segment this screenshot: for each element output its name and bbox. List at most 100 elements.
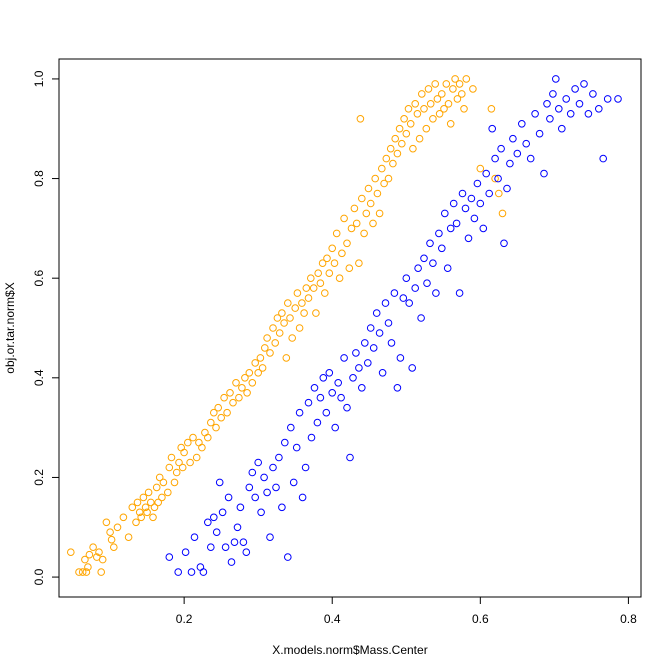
data-point-series-1	[235, 393, 243, 402]
data-point-series-2	[485, 189, 494, 198]
data-point-series-1	[280, 319, 288, 327]
data-point-series-2	[387, 339, 396, 347]
data-point-series-2	[227, 558, 236, 566]
data-point-series-1	[223, 408, 231, 417]
data-point-series-1	[295, 324, 304, 332]
data-point-series-2	[221, 543, 230, 552]
data-point-series-1	[386, 144, 395, 153]
data-point-series-1	[491, 174, 499, 183]
data-point-series-2	[491, 154, 499, 163]
data-point-series-2	[284, 553, 292, 561]
data-point-series-2	[174, 568, 182, 576]
data-point-series-1	[184, 438, 192, 447]
data-point-series-2	[245, 483, 254, 492]
data-point-series-1	[135, 508, 144, 517]
data-point-series-1	[245, 369, 254, 377]
data-point-series-2	[458, 189, 467, 198]
data-point-series-2	[364, 359, 372, 367]
data-point-series-2	[292, 443, 301, 452]
y-tick-label: 0.4	[32, 369, 46, 386]
data-point-series-2	[248, 468, 257, 477]
data-point-series-2	[207, 543, 215, 552]
data-point-series-1	[338, 249, 346, 258]
data-point-series-2	[476, 199, 485, 208]
data-point-series-2	[224, 493, 233, 502]
data-point-series-1	[304, 294, 313, 302]
data-point-series-2	[366, 324, 375, 332]
data-point-series-2	[369, 344, 378, 352]
y-tick-label: 0.8	[32, 170, 46, 187]
data-point-series-2	[325, 369, 334, 377]
data-point-series-2	[281, 438, 289, 447]
data-point-series-1	[278, 309, 286, 317]
data-point-series-1	[261, 344, 269, 352]
data-point-series-1	[167, 453, 176, 462]
data-point-series-2	[535, 129, 544, 138]
data-point-series-1	[220, 393, 228, 402]
data-point-series-1	[141, 503, 150, 512]
data-point-series-2	[429, 259, 437, 268]
data-point-series-1	[258, 364, 267, 372]
data-point-series-2	[295, 408, 304, 417]
data-point-series-2	[236, 503, 245, 512]
data-point-series-1	[307, 274, 315, 283]
data-point-series-2	[384, 319, 393, 327]
data-point-series-1	[217, 413, 225, 422]
data-point-series-1	[395, 124, 404, 133]
data-point-series-2	[509, 134, 517, 143]
data-point-series-1	[321, 289, 329, 297]
data-point-series-1	[411, 100, 420, 108]
data-point-series-2	[402, 274, 411, 283]
data-point-series-2	[562, 95, 571, 103]
data-point-series-1	[149, 513, 157, 522]
data-point-series-2	[239, 538, 248, 547]
data-point-series-2	[390, 289, 399, 297]
data-point-series-1	[309, 284, 318, 292]
data-point-series-2	[543, 100, 551, 108]
data-point-series-1	[453, 95, 462, 103]
data-point-series-1	[159, 478, 168, 487]
data-point-series-2	[289, 478, 298, 487]
data-point-series-1	[429, 115, 437, 123]
data-point-series-2	[378, 369, 387, 377]
data-point-series-1	[340, 214, 348, 223]
data-point-series-2	[500, 239, 508, 248]
data-point-series-1	[155, 473, 164, 482]
data-point-series-1	[226, 389, 234, 397]
data-point-series-2	[346, 453, 354, 462]
data-point-series-1	[284, 299, 292, 307]
data-point-series-2	[399, 294, 408, 302]
data-point-series-1	[144, 488, 153, 497]
data-point-series-1	[248, 379, 257, 387]
data-point-series-2	[242, 548, 251, 557]
data-point-series-1	[97, 568, 105, 576]
data-point-series-2	[181, 548, 190, 557]
data-point-series-2	[441, 209, 449, 218]
data-point-series-1	[325, 269, 334, 278]
data-point-series-1	[152, 483, 161, 492]
data-point-series-2	[506, 159, 514, 168]
data-point-series-2	[603, 95, 612, 103]
data-point-series-1	[271, 339, 280, 347]
data-point-series-2	[494, 174, 502, 183]
y-tick-label: 1.0	[32, 70, 46, 87]
data-point-series-1	[375, 209, 384, 218]
data-point-series-2	[531, 110, 539, 118]
data-point-series-1	[298, 299, 306, 307]
data-point-series-1	[189, 433, 197, 442]
data-point-series-1	[442, 80, 451, 88]
data-point-series-1	[426, 100, 435, 108]
data-point-series-1	[291, 304, 300, 312]
data-point-series-1	[275, 329, 284, 337]
data-point-series-1	[449, 85, 457, 93]
data-point-series-1	[139, 493, 148, 502]
x-axis: 0.2 0.4 0.6 0.8	[176, 596, 637, 626]
data-point-series-2	[165, 553, 174, 561]
data-point-series-1	[402, 129, 411, 138]
data-point-series-1	[293, 289, 302, 297]
data-point-series-1	[373, 189, 382, 198]
data-point-series-1	[175, 458, 183, 467]
data-point-series-2	[426, 239, 434, 248]
